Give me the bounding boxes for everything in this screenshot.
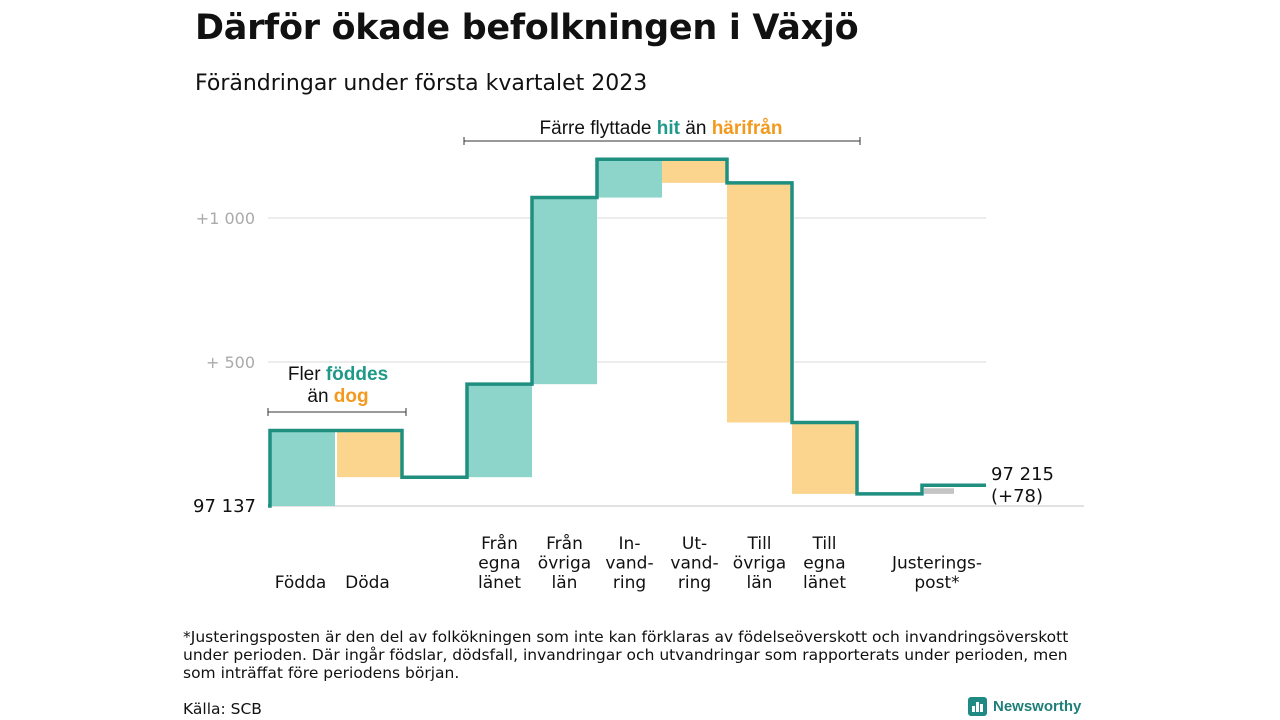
- waterfall-chart: + 500 +1 000 97 137 97 215(+78) Födda Döda Frå…: [193, 118, 1084, 594]
- category-label-line: vand-: [670, 554, 718, 574]
- category-label: Födda: [275, 573, 327, 593]
- category-label-line: egna: [803, 554, 845, 574]
- chart-title: Därför ökade befolkningen i Växjö: [195, 8, 859, 48]
- category-label-line: Födda: [275, 573, 327, 593]
- category-label-line: vand-: [605, 554, 653, 574]
- births-annotation-bracket: [267, 408, 407, 416]
- category-label-line: Ut-: [682, 534, 707, 554]
- category-label-line: egna: [478, 554, 520, 574]
- waterfall-bar: [727, 182, 792, 423]
- footnote: *Justeringsposten är den del av folkökni…: [183, 628, 1069, 682]
- cumulative-step-line: [268, 157, 986, 508]
- category-label: Justerings-post*: [891, 554, 982, 594]
- category-label-line: länet: [803, 573, 846, 593]
- source-note: Källa: SCB: [183, 700, 262, 718]
- start-value-label: 97 137: [193, 496, 256, 517]
- category-label-line: län: [747, 573, 773, 593]
- end-change-label: (+78): [991, 486, 1043, 507]
- brand-name: Newsworthy: [993, 698, 1082, 715]
- category-label-line: län: [552, 573, 578, 593]
- category-label-line: In-: [619, 534, 641, 554]
- waterfall-bar: [532, 197, 597, 385]
- waterfall-bar: [662, 159, 727, 183]
- waterfall-bar: [337, 430, 402, 478]
- chart-subtitle: Förändringar under första kvartalet 2023: [195, 71, 648, 96]
- category-label-line: Döda: [345, 573, 390, 593]
- category-label-line: post*: [914, 573, 959, 593]
- waterfall-bar: [467, 384, 532, 478]
- waterfall-bar: [270, 430, 335, 506]
- waterfall-bar: [924, 488, 954, 494]
- waterfall-bar: [597, 159, 662, 198]
- category-label: Ut-vand-ring: [670, 534, 718, 593]
- end-value-label: 97 215: [991, 464, 1054, 485]
- y-tick-label: +1 000: [196, 209, 255, 228]
- category-label-line: ring: [678, 573, 711, 593]
- births-annotation-line2: än dog: [307, 386, 368, 407]
- category-label-line: ring: [613, 573, 646, 593]
- category-label-line: Från: [546, 533, 583, 554]
- category-label-line: länet: [478, 573, 521, 593]
- waterfall-bar: [792, 422, 857, 494]
- births-annotation-line1: Fler föddes: [288, 364, 388, 385]
- category-label-line: övriga: [538, 554, 591, 574]
- category-label-line: Från: [481, 533, 518, 554]
- category-label-line: övriga: [733, 554, 786, 574]
- category-label-line: Justerings-: [891, 554, 982, 574]
- brand-logo[interactable]: Newsworthy: [968, 697, 1081, 716]
- category-label-line: Till: [746, 534, 771, 554]
- category-label-line: Till: [811, 534, 836, 554]
- y-tick-label: + 500: [206, 353, 255, 372]
- newsworthy-logo-icon: [968, 697, 987, 716]
- category-label: In-vand-ring: [605, 534, 653, 593]
- migration-annotation: Färre flyttade hit än härifrån: [540, 118, 783, 139]
- category-label: Döda: [345, 573, 390, 593]
- migration-annotation-bracket: [463, 137, 861, 145]
